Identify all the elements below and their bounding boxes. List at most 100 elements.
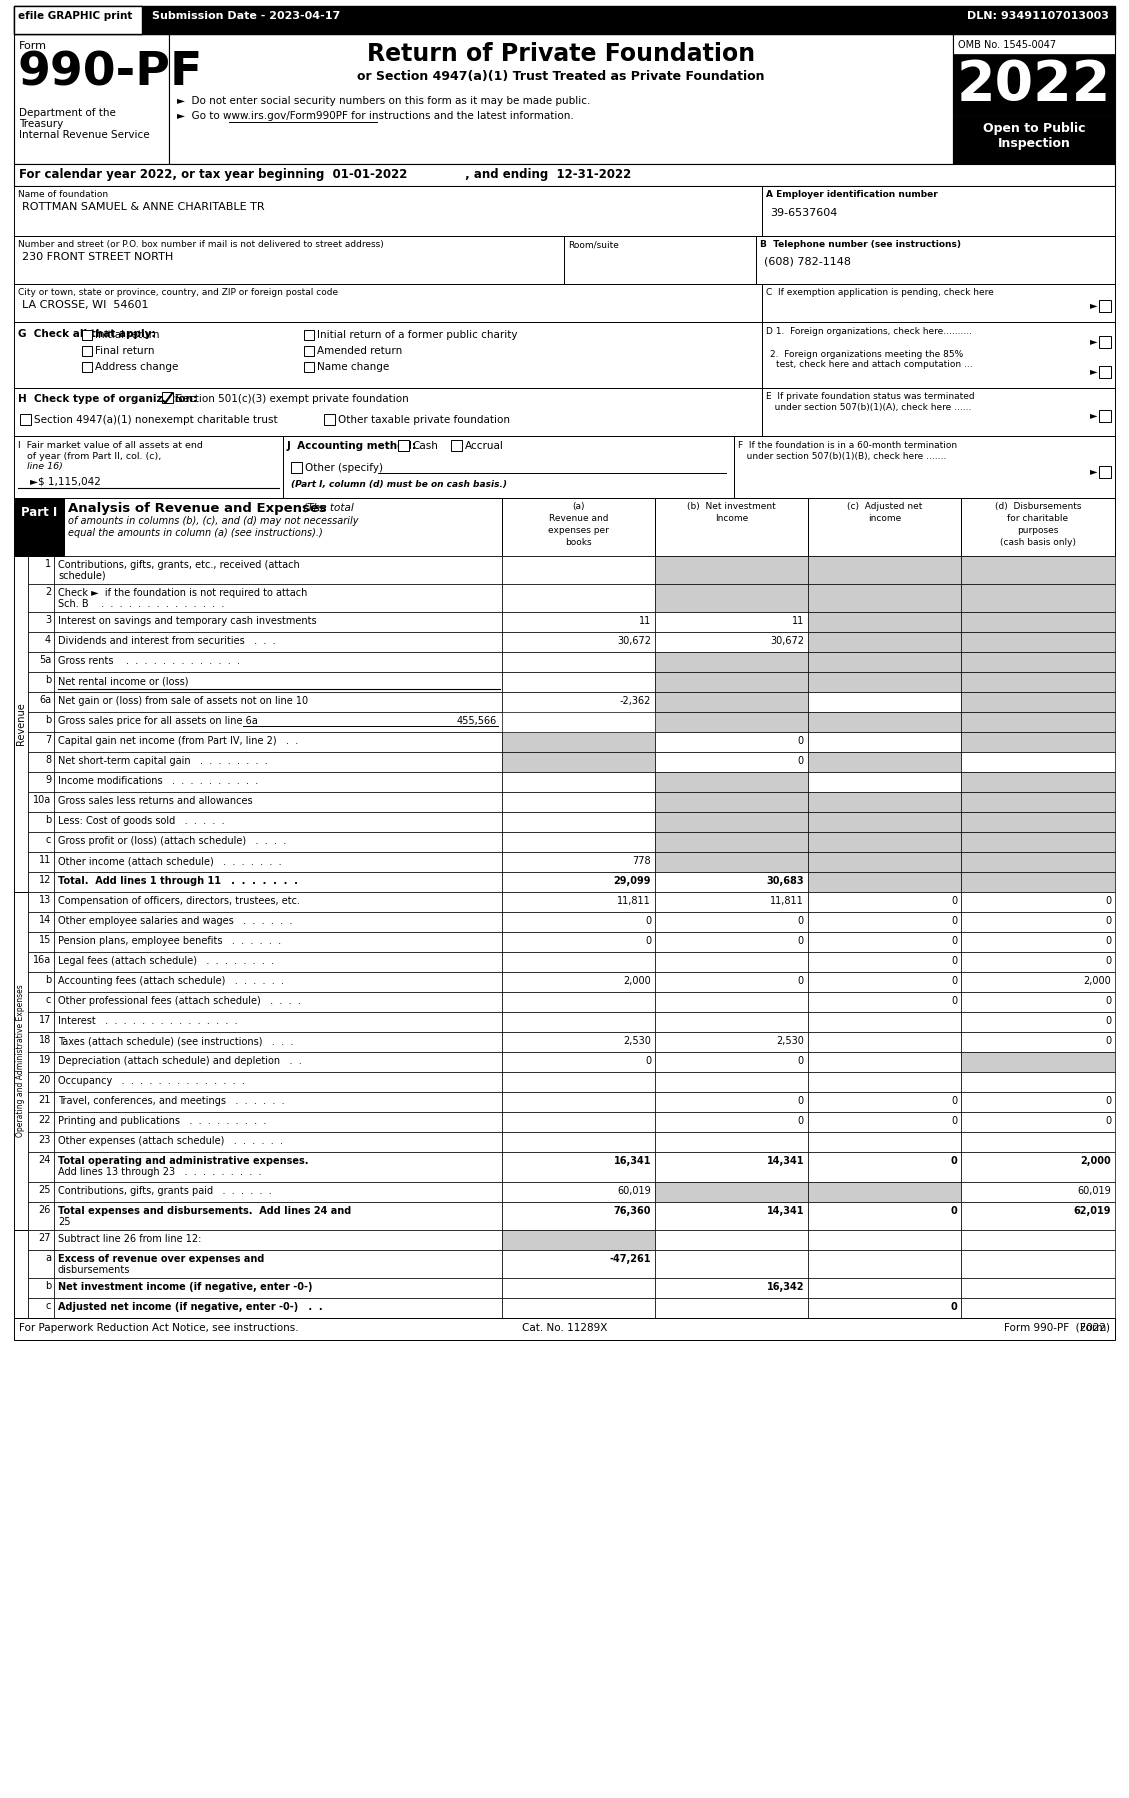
- Bar: [14, 435, 283, 498]
- Text: for charitable: for charitable: [1007, 514, 1068, 523]
- Bar: [655, 951, 808, 973]
- Bar: [14, 5, 1115, 34]
- Bar: [655, 672, 808, 692]
- Text: (c)  Adjusted net: (c) Adjusted net: [847, 502, 922, 511]
- Bar: [54, 1203, 502, 1230]
- Bar: [1099, 410, 1111, 423]
- Text: Net gain or (loss) from sale of assets not on line 10: Net gain or (loss) from sale of assets n…: [58, 696, 308, 707]
- Bar: [28, 1298, 54, 1318]
- Bar: [961, 556, 1115, 584]
- Bar: [502, 1091, 655, 1111]
- Text: OMB No. 1545-0047: OMB No. 1545-0047: [959, 40, 1056, 50]
- Bar: [655, 1111, 808, 1133]
- Bar: [28, 892, 54, 912]
- Text: 0: 0: [951, 957, 957, 966]
- Text: 0: 0: [645, 1055, 651, 1066]
- Text: 7: 7: [45, 735, 51, 744]
- Text: Section 4947(a)(1) nonexempt charitable trust: Section 4947(a)(1) nonexempt charitable …: [34, 415, 278, 424]
- Bar: [28, 1203, 54, 1230]
- Text: 0: 0: [951, 976, 957, 985]
- Text: Other professional fees (attach schedule)   .  .  .  .: Other professional fees (attach schedule…: [58, 996, 300, 1007]
- Text: Cat. No. 11289X: Cat. No. 11289X: [522, 1323, 607, 1332]
- Text: ►  Go to www.irs.gov/Form990PF for instructions and the latest information.: ► Go to www.irs.gov/Form990PF for instru…: [177, 111, 574, 120]
- Text: line 16): line 16): [18, 462, 63, 471]
- Text: 24: 24: [38, 1154, 51, 1165]
- Text: 15: 15: [38, 935, 51, 946]
- Text: Other (specify): Other (specify): [305, 464, 383, 473]
- Bar: [502, 1052, 655, 1072]
- Bar: [54, 556, 502, 584]
- Bar: [291, 462, 301, 473]
- Bar: [808, 1278, 961, 1298]
- Bar: [502, 1298, 655, 1318]
- Bar: [28, 752, 54, 771]
- Text: 1: 1: [45, 559, 51, 568]
- Text: -2,362: -2,362: [620, 696, 651, 707]
- Text: 11: 11: [639, 617, 651, 626]
- Text: Travel, conferences, and meetings   .  .  .  .  .  .: Travel, conferences, and meetings . . . …: [58, 1097, 285, 1106]
- Bar: [304, 361, 314, 372]
- Bar: [14, 388, 762, 435]
- Text: For calendar year 2022, or tax year beginning  01-01-2022              , and end: For calendar year 2022, or tax year begi…: [19, 167, 631, 182]
- Bar: [283, 435, 734, 498]
- Bar: [28, 712, 54, 732]
- Bar: [54, 584, 502, 611]
- Bar: [502, 1203, 655, 1230]
- Bar: [82, 345, 91, 356]
- Text: efile GRAPHIC print: efile GRAPHIC print: [18, 11, 132, 22]
- Text: under section 507(b)(1)(B), check here .......: under section 507(b)(1)(B), check here .…: [738, 451, 946, 460]
- Bar: [54, 973, 502, 992]
- Text: Address change: Address change: [95, 361, 178, 372]
- Text: 23: 23: [38, 1135, 51, 1145]
- Bar: [961, 611, 1115, 633]
- Text: 0: 0: [951, 895, 957, 906]
- Text: Occupancy   .  .  .  .  .  .  .  .  .  .  .  .  .  .: Occupancy . . . . . . . . . . . . . .: [58, 1075, 245, 1086]
- Bar: [961, 1203, 1115, 1230]
- Bar: [28, 832, 54, 852]
- Text: 0: 0: [1105, 1097, 1111, 1106]
- Text: 0: 0: [645, 915, 651, 926]
- Bar: [28, 732, 54, 752]
- Bar: [808, 611, 961, 633]
- Text: c: c: [45, 994, 51, 1005]
- Text: or Section 4947(a)(1) Trust Treated as Private Foundation: or Section 4947(a)(1) Trust Treated as P…: [357, 70, 764, 83]
- Bar: [564, 236, 756, 284]
- Text: Add lines 13 through 23   .  .  .  .  .  .  .  .  .: Add lines 13 through 23 . . . . . . . . …: [58, 1167, 262, 1178]
- Bar: [961, 1133, 1115, 1153]
- Bar: [14, 164, 1115, 185]
- Text: Revenue: Revenue: [16, 703, 26, 746]
- Text: 14,341: 14,341: [767, 1156, 804, 1165]
- Bar: [961, 832, 1115, 852]
- Text: Analysis of Revenue and Expenses: Analysis of Revenue and Expenses: [68, 502, 326, 514]
- Bar: [502, 973, 655, 992]
- Bar: [961, 1111, 1115, 1133]
- Text: 26: 26: [38, 1205, 51, 1215]
- Text: equal the amounts in column (a) (see instructions).): equal the amounts in column (a) (see ins…: [68, 529, 323, 538]
- Bar: [502, 1012, 655, 1032]
- Bar: [82, 361, 91, 372]
- Text: Gross rents    .  .  .  .  .  .  .  .  .  .  .  .  .: Gross rents . . . . . . . . . . . . .: [58, 656, 240, 665]
- Bar: [655, 1230, 808, 1250]
- Text: Return of Private Foundation: Return of Private Foundation: [367, 41, 755, 67]
- Text: C  If exemption application is pending, check here: C If exemption application is pending, c…: [765, 288, 994, 297]
- Bar: [961, 1230, 1115, 1250]
- Bar: [808, 556, 961, 584]
- Bar: [28, 771, 54, 791]
- Text: b: b: [45, 674, 51, 685]
- Bar: [961, 791, 1115, 813]
- Text: Submission Date - 2023-04-17: Submission Date - 2023-04-17: [152, 11, 340, 22]
- Text: LA CROSSE, WI  54601: LA CROSSE, WI 54601: [21, 300, 149, 309]
- Text: 3: 3: [45, 615, 51, 626]
- Text: of amounts in columns (b), (c), and (d) may not necessarily: of amounts in columns (b), (c), and (d) …: [68, 516, 359, 527]
- Bar: [961, 973, 1115, 992]
- Bar: [808, 912, 961, 931]
- Bar: [502, 1181, 655, 1203]
- Bar: [808, 1072, 961, 1091]
- Bar: [655, 973, 808, 992]
- Text: Interest on savings and temporary cash investments: Interest on savings and temporary cash i…: [58, 617, 316, 626]
- Bar: [54, 1153, 502, 1181]
- Text: Check ►  if the foundation is not required to attach: Check ► if the foundation is not require…: [58, 588, 307, 599]
- Bar: [450, 441, 462, 451]
- Bar: [28, 672, 54, 692]
- Bar: [808, 752, 961, 771]
